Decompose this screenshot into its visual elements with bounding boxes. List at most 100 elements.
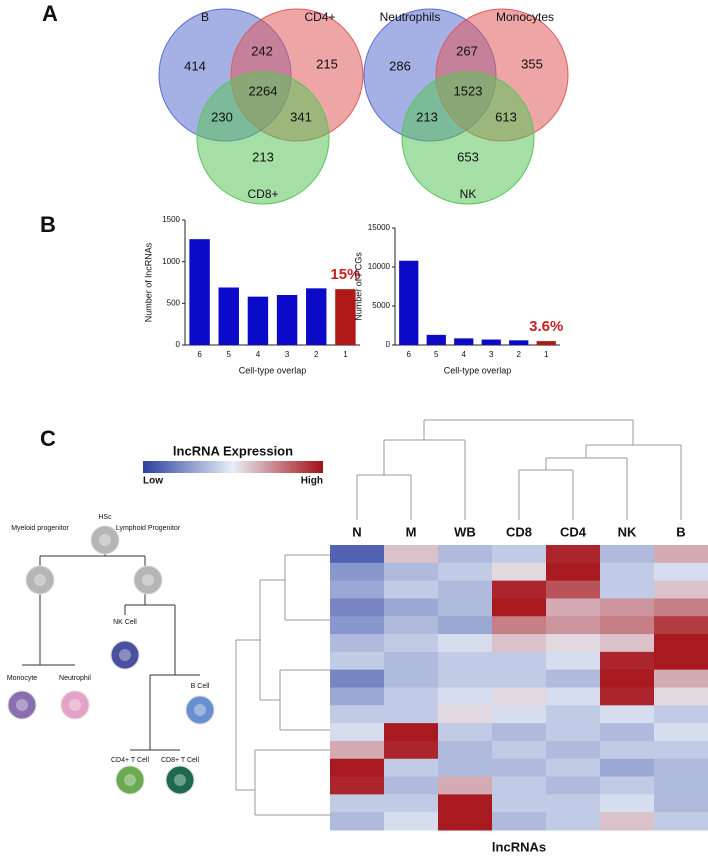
heatmap-cell [438, 776, 493, 795]
heatmap-cell [654, 758, 708, 778]
heatmap-cell [492, 634, 547, 653]
nucleus [34, 574, 46, 586]
heatmap-cell [654, 598, 708, 617]
heatmap-cell [546, 598, 601, 617]
heatmap-cell [492, 687, 547, 706]
y-tick-label: 0 [176, 340, 181, 349]
heatmap-cell [330, 634, 385, 653]
bar [306, 288, 327, 345]
heatmap-cell [330, 562, 385, 582]
heatmap-cell [492, 580, 547, 599]
region-count: 2264 [249, 83, 278, 98]
heatmap-cell [384, 812, 439, 831]
heatmap-cell [330, 669, 385, 688]
heatmap-cell [546, 687, 601, 706]
heatmap-cell [438, 705, 493, 724]
y-tick-label: 0 [386, 340, 391, 349]
heatmap-cell [546, 562, 601, 582]
heatmap-cell [654, 687, 708, 706]
heatmap-cell [330, 580, 385, 599]
heatmap-cell [546, 634, 601, 653]
heatmap-cell [330, 705, 385, 724]
bar [454, 338, 474, 345]
cell-label: CD8+ T Cell [161, 757, 200, 764]
venn-circle [196, 71, 330, 205]
column-label: B [676, 524, 685, 539]
left-dendrogram [235, 554, 330, 816]
y-axis-label: Number of lncRNAs [143, 242, 153, 322]
heatmap-cell [600, 669, 655, 688]
heatmap-cell [384, 776, 439, 795]
column-label: N [352, 524, 361, 539]
heatmap-cell [438, 580, 493, 599]
heatmap-cell [654, 545, 708, 564]
region-count: 286 [389, 58, 411, 73]
set-label: Monocytes [496, 10, 554, 24]
heatmap-cell [384, 758, 439, 778]
region-count: 230 [211, 109, 233, 124]
column-label: NK [618, 524, 637, 539]
set-label: CD4+ [304, 10, 335, 24]
region-count: 242 [251, 43, 273, 58]
cell [115, 765, 145, 795]
heatmap-cell [492, 705, 547, 724]
nucleus [124, 774, 136, 786]
heatmap-cell [654, 812, 708, 831]
y-tick-label: 5000 [372, 301, 390, 310]
x-axis-label: Cell-type overlap [239, 365, 307, 375]
x-tick-label: 5 [434, 350, 439, 359]
panel-label: C [40, 426, 56, 451]
nucleus [174, 774, 186, 786]
heatmap-cell [546, 616, 601, 635]
region-count: 213 [416, 109, 438, 124]
cell-label: NK Cell [113, 619, 137, 626]
heatmap-cell [654, 651, 708, 671]
heatmap-cell [492, 794, 547, 813]
heatmap-cell [384, 616, 439, 635]
heatmap-cell [600, 687, 655, 706]
x-tick-label: 3 [285, 350, 290, 359]
heatmap-cell [384, 580, 439, 599]
heatmap-cell [492, 669, 547, 688]
cell-label: B Cell [191, 683, 210, 690]
heatmap-cell [600, 580, 655, 599]
heatmap-cell [330, 723, 385, 742]
heatmap-cell [546, 580, 601, 599]
x-tick-label: 2 [517, 350, 522, 359]
heatmap-cell [600, 705, 655, 724]
region-count: 613 [495, 109, 517, 124]
region-count: 215 [316, 56, 338, 71]
heatmap-cell [330, 616, 385, 635]
region-count: 213 [252, 149, 274, 164]
heatmap-cell [384, 687, 439, 706]
heatmap-cell [438, 687, 493, 706]
heatmap-cell [600, 794, 655, 813]
colorbar [143, 461, 323, 473]
heatmap-cell [330, 758, 385, 778]
panel-label: A [42, 1, 58, 26]
heatmap-cell [384, 794, 439, 813]
heatmap-cell [438, 723, 493, 742]
heatmap-cell [330, 812, 385, 831]
x-axis-label: Cell-type overlap [444, 365, 512, 375]
heatmap-cell [546, 705, 601, 724]
cell-label: Lymphoid Progenitor [116, 525, 181, 532]
y-tick-label: 15000 [368, 223, 391, 232]
heatmap-cell [492, 562, 547, 582]
nucleus [142, 574, 154, 586]
heatmap-cell [438, 545, 493, 564]
heatmap-cell [600, 758, 655, 778]
x-tick-label: 6 [197, 350, 202, 359]
x-tick-label: 4 [462, 350, 467, 359]
bar [247, 296, 269, 345]
heatmap-cell [384, 669, 439, 688]
heatmap-cell [600, 776, 655, 795]
heatmap-cell [438, 669, 493, 688]
heatmap-cell [438, 562, 493, 582]
column-label: M [406, 524, 417, 539]
heatmap-cell [600, 740, 655, 760]
region-count: 1523 [454, 83, 483, 98]
heatmap-cell [654, 562, 708, 582]
set-label: NK [460, 187, 477, 201]
